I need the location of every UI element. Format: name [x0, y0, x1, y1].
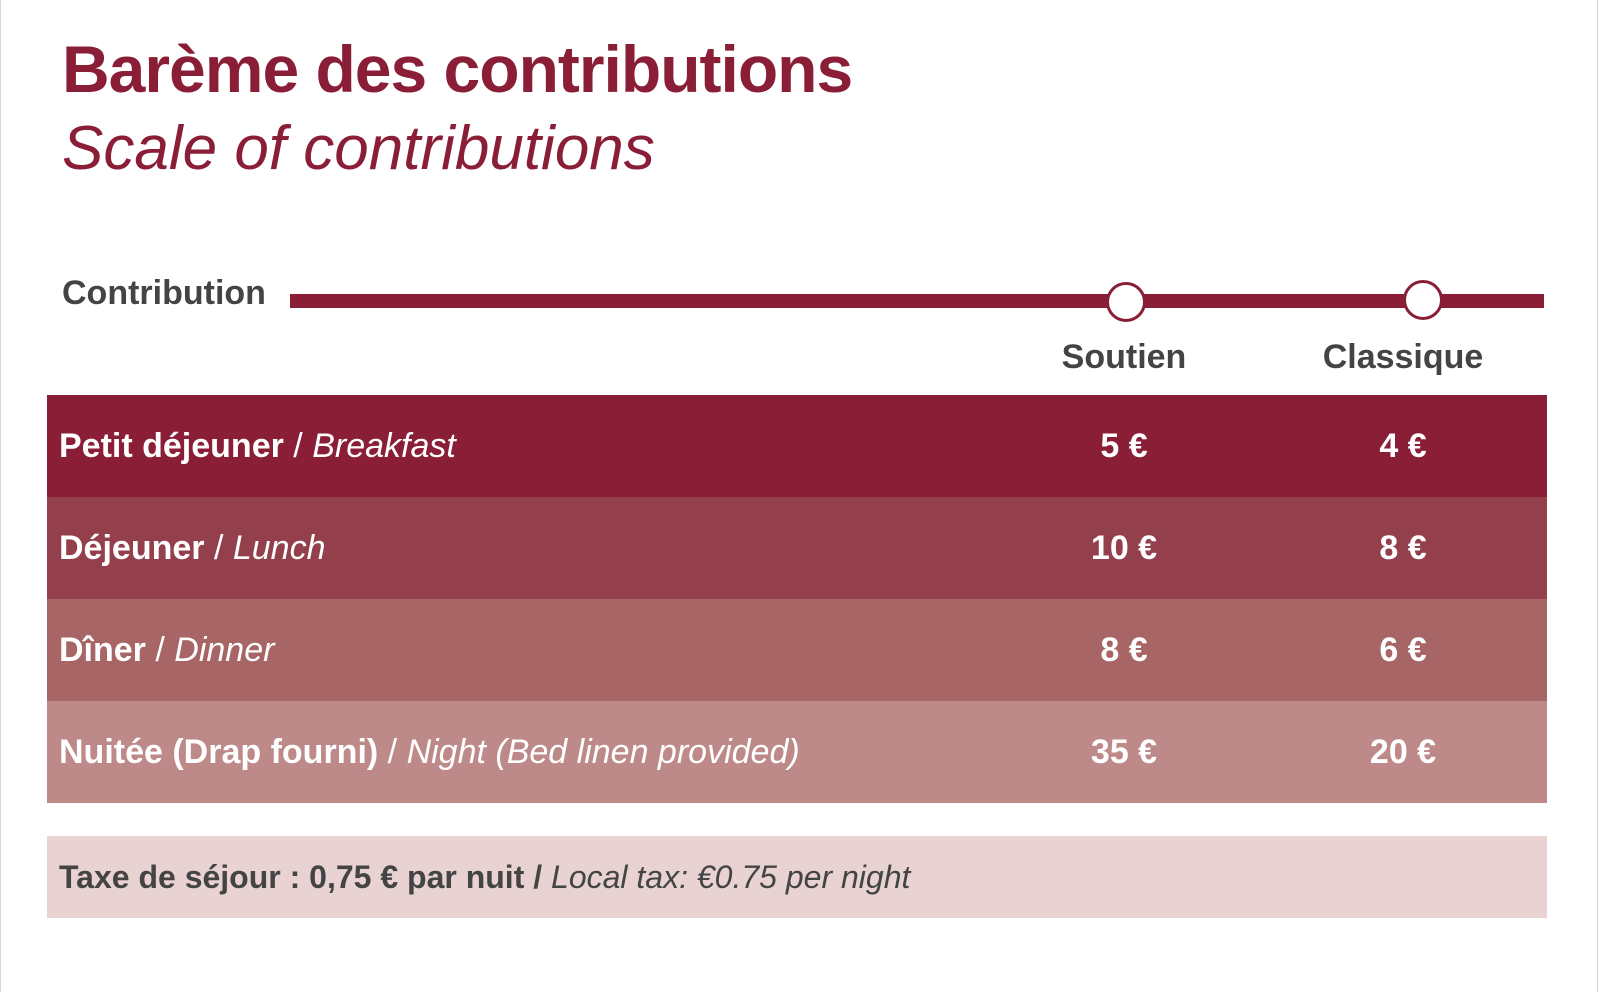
price-soutien: 8 € [1100, 630, 1148, 669]
row-label-separator: / [283, 426, 313, 465]
price-soutien: 5 € [1100, 426, 1148, 465]
row-label-en: Night (Bed linen provided) [406, 732, 800, 771]
local-tax-en: Local tax: €0.75 per night [551, 858, 911, 895]
row-label-separator: / [378, 732, 407, 771]
row-label-en: Breakfast [312, 426, 456, 465]
row-label: Dîner / Dinner [59, 631, 274, 670]
local-tax-note: Taxe de séjour : 0,75 € par nuit / Local… [47, 836, 1547, 918]
row-label-fr: Déjeuner [59, 528, 205, 567]
price-soutien: 35 € [1090, 732, 1158, 771]
table-row-breakfast: Petit déjeuner / Breakfast 5 € 4 € [47, 395, 1547, 497]
row-label: Nuitée (Drap fourni) / Night (Bed linen … [59, 733, 800, 772]
row-label-fr: Nuitée (Drap fourni) [59, 732, 379, 771]
price-classique: 8 € [1379, 528, 1427, 567]
page-title: Barème des contributions [62, 32, 853, 106]
row-label-en: Dinner [174, 630, 275, 669]
local-tax-text: Taxe de séjour : 0,75 € par nuit / Local… [59, 859, 910, 896]
page-subtitle: Scale of contributions [62, 114, 655, 183]
price-soutien: 10 € [1090, 528, 1158, 567]
row-label-separator: / [204, 528, 233, 567]
row-label-en: Lunch [232, 528, 326, 567]
frame-left-edge [0, 0, 1, 992]
contribution-label: Contribution [62, 274, 266, 312]
column-header-classique: Classique [1322, 338, 1484, 376]
row-label: Petit déjeuner / Breakfast [59, 427, 456, 466]
frame-right-edge [1597, 0, 1598, 992]
local-tax-separator: / [524, 858, 552, 895]
row-label-fr: Petit déjeuner [59, 426, 284, 465]
row-label-fr: Dîner [59, 630, 146, 669]
price-classique: 20 € [1369, 732, 1437, 771]
contribution-track [290, 294, 1544, 308]
local-tax-fr: Taxe de séjour : 0,75 € par nuit [59, 858, 525, 895]
table-row-dinner: Dîner / Dinner 8 € 6 € [47, 599, 1547, 701]
price-classique: 4 € [1379, 426, 1427, 465]
row-label: Déjeuner / Lunch [59, 529, 325, 568]
price-classique: 6 € [1379, 630, 1427, 669]
row-label-separator: / [145, 630, 175, 669]
column-header-soutien: Soutien [1061, 338, 1187, 376]
table-row-lunch: Déjeuner / Lunch 10 € 8 € [47, 497, 1547, 599]
soutien-marker [1106, 282, 1146, 322]
table-row-night: Nuitée (Drap fourni) / Night (Bed linen … [47, 701, 1547, 803]
classique-marker [1403, 280, 1443, 320]
contributions-table: Petit déjeuner / Breakfast 5 € 4 € Déjeu… [47, 395, 1547, 803]
